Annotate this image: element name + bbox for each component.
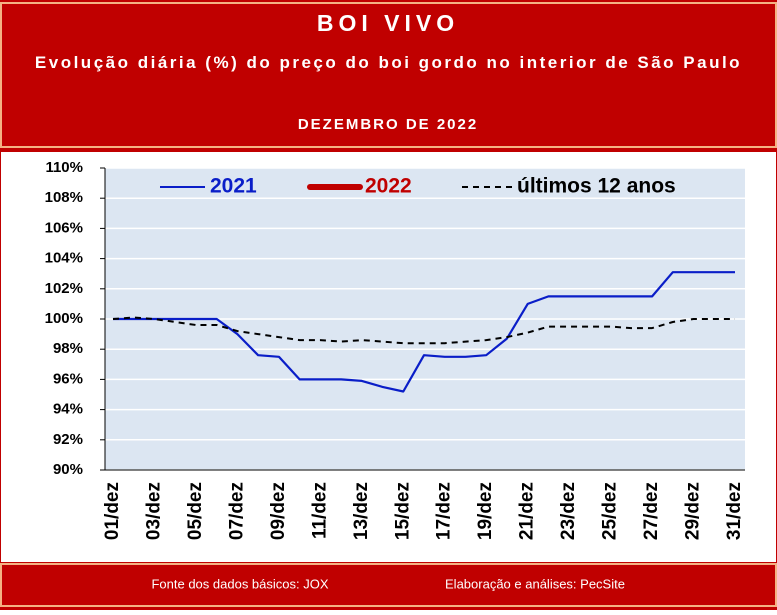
y-tick-label: 102% (45, 280, 83, 297)
chart-title: BOI VIVO (317, 10, 459, 36)
x-tick-label: 25/dez (600, 482, 621, 540)
y-tick-label: 100% (45, 310, 83, 327)
y-tick-label: 106% (45, 219, 83, 236)
x-tick-label: 09/dez (268, 482, 289, 540)
legend-label: 2022 (365, 175, 412, 198)
x-tick-label: 19/dez (475, 482, 496, 540)
y-tick-label: 104% (45, 250, 83, 267)
y-tick-label: 108% (45, 189, 83, 206)
chart-period: DEZEMBRO DE 2022 (298, 116, 478, 133)
x-tick-label: 01/dez (102, 482, 123, 540)
chart-subtitle: Evolução diária (%) do preço do boi gord… (34, 53, 743, 72)
source-note: Fonte dos dados básicos: JOX (151, 576, 328, 591)
x-tick-label: 17/dez (434, 482, 455, 540)
x-tick-label: 11/dez (309, 482, 330, 539)
x-tick-label: 15/dez (392, 482, 413, 540)
x-tick-label: 13/dez (351, 482, 372, 540)
x-tick-label: 23/dez (558, 482, 579, 540)
x-tick-label: 05/dez (185, 482, 206, 540)
legend-label: últimos 12 anos (517, 175, 676, 198)
credit-note: Elaboração e análises: PecSite (445, 576, 625, 591)
y-tick-label: 110% (45, 159, 83, 176)
header-frame (0, 2, 777, 148)
x-tick-label: 31/dez (724, 482, 745, 540)
footer-frame (0, 563, 777, 607)
y-tick-label: 98% (53, 340, 83, 357)
x-tick-label: 27/dez (641, 482, 662, 540)
y-tick-label: 90% (53, 461, 83, 478)
x-tick-label: 07/dez (226, 482, 247, 540)
legend-label: 2021 (210, 175, 257, 198)
series-line (113, 271, 735, 393)
series-line (112, 316, 735, 345)
x-tick-label: 29/dez (683, 482, 704, 540)
subtitle-box: Evolução diária (%) do preço do boi gord… (34, 53, 743, 72)
y-tick-label: 92% (53, 431, 83, 448)
y-tick-label: 96% (53, 370, 83, 387)
x-tick-label: 03/dez (143, 482, 164, 540)
y-tick-label: 94% (53, 401, 83, 418)
x-tick-label: 21/dez (517, 482, 538, 540)
